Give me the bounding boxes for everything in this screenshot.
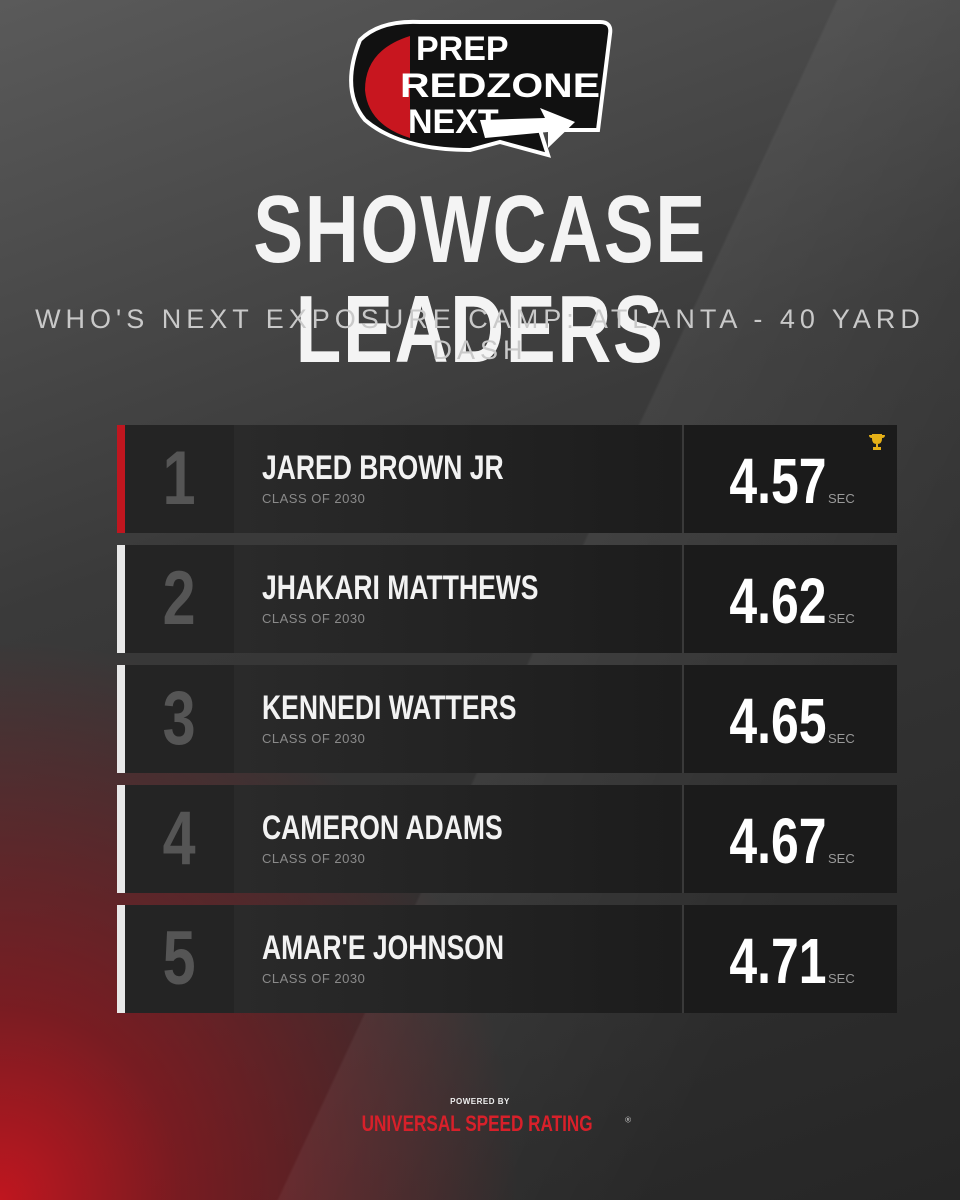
player-name: JHAKARI MATTHEWS xyxy=(262,569,539,607)
row-accent xyxy=(117,545,125,653)
leader-row: 1 JARED BROWN JR CLASS OF 2030 4.57 SEC xyxy=(117,425,897,533)
time-cell: 4.57 SEC xyxy=(682,425,897,533)
class-year: CLASS OF 2030 xyxy=(262,731,366,746)
class-year: CLASS OF 2030 xyxy=(262,611,366,626)
player-name: JARED BROWN JR xyxy=(262,449,504,487)
dash-time: 4.71 xyxy=(729,925,827,997)
title-wrap: SHOWCASE LEADERS xyxy=(0,180,960,380)
time-cell: 4.62 SEC xyxy=(682,545,897,653)
time-cell: 4.67 SEC xyxy=(682,785,897,893)
row-accent xyxy=(117,905,125,1013)
rank: 3 xyxy=(163,676,196,761)
trophy-icon xyxy=(869,434,885,450)
rank-cell: 1 xyxy=(125,425,234,533)
rank: 4 xyxy=(163,796,196,881)
rank: 2 xyxy=(163,556,196,641)
leader-row: 4 CAMERON ADAMS CLASS OF 2030 4.67 SEC xyxy=(117,785,897,893)
subtitle: WHO'S NEXT EXPOSURE CAMP: ATLANTA - 40 Y… xyxy=(35,304,925,365)
player-name: KENNEDI WATTERS xyxy=(262,689,517,727)
row-accent xyxy=(117,785,125,893)
rank-cell: 3 xyxy=(125,665,234,773)
logo-line: REDZONE xyxy=(400,67,600,105)
brand-wrap: UNIVERSAL SPEED RATING ® xyxy=(0,1111,960,1137)
time-cell: 4.71 SEC xyxy=(682,905,897,1013)
logo-line: PREP xyxy=(416,30,509,68)
leader-row: 2 JHAKARI MATTHEWS CLASS OF 2030 4.62 SEC xyxy=(117,545,897,653)
leader-row: 5 AMAR'E JOHNSON CLASS OF 2030 4.71 SEC xyxy=(117,905,897,1013)
title: SHOWCASE LEADERS xyxy=(253,176,707,383)
class-year: CLASS OF 2030 xyxy=(262,971,366,986)
time-unit: SEC xyxy=(828,971,855,986)
dash-time: 4.62 xyxy=(729,565,827,637)
rank: 5 xyxy=(163,916,196,1001)
class-year: CLASS OF 2030 xyxy=(262,491,366,506)
brand: UNIVERSAL SPEED RATING xyxy=(361,1111,593,1136)
time-unit: SEC xyxy=(828,851,855,866)
time-unit: SEC xyxy=(828,731,855,746)
rank: 1 xyxy=(163,436,196,521)
time-unit: SEC xyxy=(828,491,855,506)
leader-row: 3 KENNEDI WATTERS CLASS OF 2030 4.65 SEC xyxy=(117,665,897,773)
row-accent xyxy=(117,665,125,773)
logo-ball xyxy=(365,36,410,138)
logo-arrow xyxy=(480,108,575,148)
name-cell: KENNEDI WATTERS CLASS OF 2030 xyxy=(234,665,680,773)
class-year: CLASS OF 2030 xyxy=(262,851,366,866)
time-cell: 4.65 SEC xyxy=(682,665,897,773)
logo-line: NEXT xyxy=(408,103,499,141)
row-accent xyxy=(117,425,125,533)
name-cell: JARED BROWN JR CLASS OF 2030 xyxy=(234,425,680,533)
time-unit: SEC xyxy=(828,611,855,626)
player-name: CAMERON ADAMS xyxy=(262,809,503,847)
dash-time: 4.57 xyxy=(729,445,827,517)
name-cell: CAMERON ADAMS CLASS OF 2030 xyxy=(234,785,680,893)
dash-time: 4.67 xyxy=(729,805,827,877)
player-name: AMAR'E JOHNSON xyxy=(262,929,505,967)
rank-cell: 4 xyxy=(125,785,234,893)
name-cell: JHAKARI MATTHEWS CLASS OF 2030 xyxy=(234,545,680,653)
logo: PREP REDZONE NEXT xyxy=(349,19,613,158)
registered-mark: ® xyxy=(625,1115,632,1125)
rank-cell: 2 xyxy=(125,545,234,653)
name-cell: AMAR'E JOHNSON CLASS OF 2030 xyxy=(234,905,680,1013)
rank-cell: 5 xyxy=(125,905,234,1013)
dash-time: 4.65 xyxy=(729,685,827,757)
powered-by: POWERED BY xyxy=(450,1097,510,1106)
